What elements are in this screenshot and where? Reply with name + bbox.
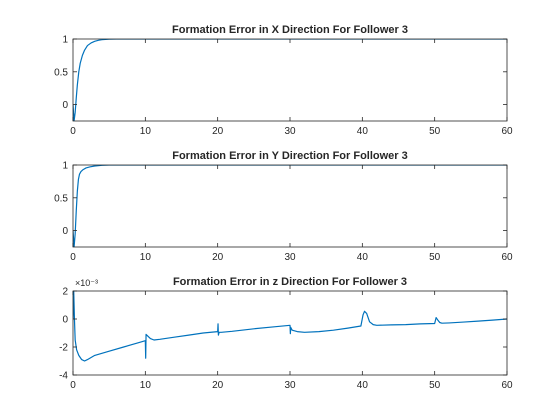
x-tick-label: 0 <box>70 380 76 391</box>
axes-background <box>73 165 507 247</box>
chart-title: Formation Error in X Direction For Follo… <box>172 24 408 36</box>
x-tick-label: 60 <box>501 252 513 263</box>
x-tick-label: 10 <box>140 380 152 391</box>
y-tick-label: 2 <box>62 287 68 298</box>
chart-title: Formation Error in Y Direction For Follo… <box>172 150 408 162</box>
x-tick-label: 30 <box>284 252 296 263</box>
x-tick-label: 60 <box>501 380 513 391</box>
x-tick-label: 0 <box>70 252 76 263</box>
x-tick-label: 30 <box>284 380 296 391</box>
x-tick-label: 50 <box>429 252 441 263</box>
x-tick-label: 40 <box>357 126 369 137</box>
x-tick-label: 10 <box>140 252 152 263</box>
y-tick-label: 0 <box>62 100 68 111</box>
x-tick-label: 20 <box>212 126 224 137</box>
x-tick-label: 30 <box>284 126 296 137</box>
x-tick-label: 40 <box>357 252 369 263</box>
y-tick-label: -4 <box>59 371 68 382</box>
axes-background <box>73 39 507 121</box>
x-tick-label: 40 <box>357 380 369 391</box>
x-tick-label: 60 <box>501 126 513 137</box>
y-tick-label: 1 <box>62 35 68 46</box>
x-tick-label: 20 <box>212 380 224 391</box>
y-tick-label: 0 <box>62 226 68 237</box>
y-tick-label: 1 <box>62 161 68 172</box>
x-tick-label: 20 <box>212 252 224 263</box>
x-tick-label: 50 <box>429 126 441 137</box>
y-tick-label: 0.5 <box>54 67 68 78</box>
y-exponent-label: ×10⁻³ <box>75 278 98 288</box>
y-tick-label: -2 <box>59 343 68 354</box>
subplot-1: 0 10 20 30 40 50 60 0 0.5 1 Formation Error in X D… <box>54 24 513 137</box>
y-tick-label: 0.5 <box>54 193 68 204</box>
series-line-1 <box>73 165 507 247</box>
x-tick-label: 50 <box>429 380 441 391</box>
subplot-2: 0 10 20 30 40 50 60 0 0.5 1 Formation Error in Y D… <box>54 150 513 263</box>
x-tick-label: 0 <box>70 126 76 137</box>
chart-title: Formation Error in z Direction For Follo… <box>173 276 407 288</box>
subplot-3: 0 10 20 30 40 50 60 -4 -2 0 2 ×10⁻³ Formation Error … <box>59 276 513 391</box>
y-tick-label: 0 <box>62 315 68 326</box>
series-line-1 <box>73 291 507 362</box>
series-line-1 <box>73 39 507 121</box>
x-tick-label: 10 <box>140 126 152 137</box>
